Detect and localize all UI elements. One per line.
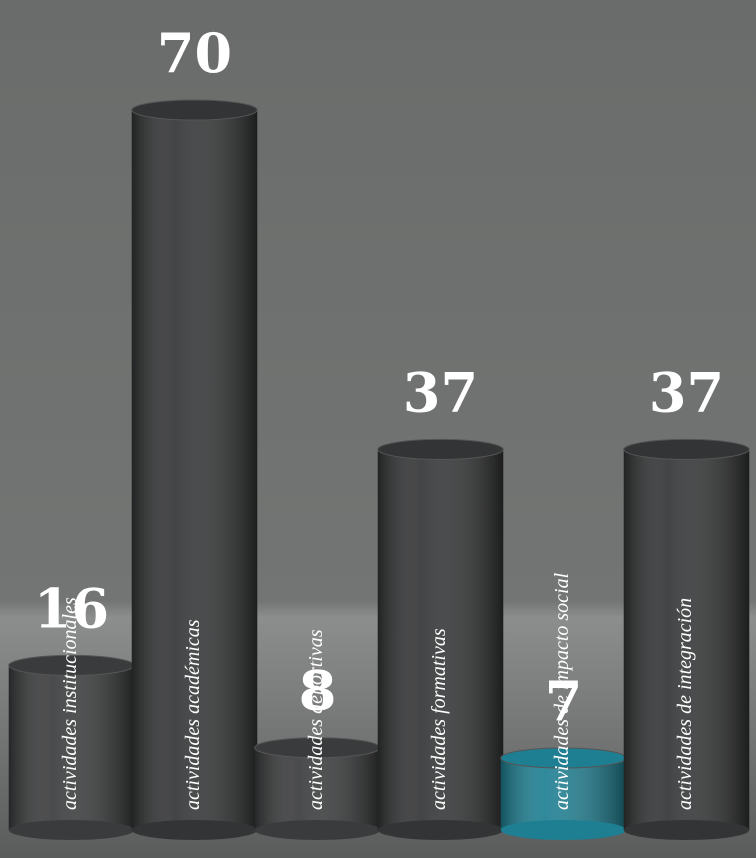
cylinder-base: [9, 820, 134, 840]
cylinder-base: [378, 820, 503, 840]
category-label: actividades académicas: [182, 619, 204, 810]
cylinder-base: [132, 820, 257, 840]
category-label: actividades formativas: [428, 628, 450, 810]
cylinder-base: [501, 820, 626, 840]
cylinder-top: [624, 439, 749, 459]
cylinder-top: [378, 439, 503, 459]
cylinder-top: [132, 100, 257, 120]
value-label: 37: [403, 360, 478, 424]
category-label: actividades deportivas: [305, 629, 327, 810]
cylinder-base: [255, 820, 380, 840]
chart: 16actividades institucionales70actividad…: [0, 0, 756, 858]
category-label: actividades de integración: [674, 598, 696, 810]
value-label: 70: [157, 21, 232, 85]
page: 16actividades institucionales70actividad…: [0, 0, 756, 858]
value-label: 37: [649, 360, 724, 424]
cylinder-base: [624, 820, 749, 840]
category-label: actividades de impacto social: [551, 572, 573, 810]
category-label: actividades institucionales: [59, 597, 81, 810]
